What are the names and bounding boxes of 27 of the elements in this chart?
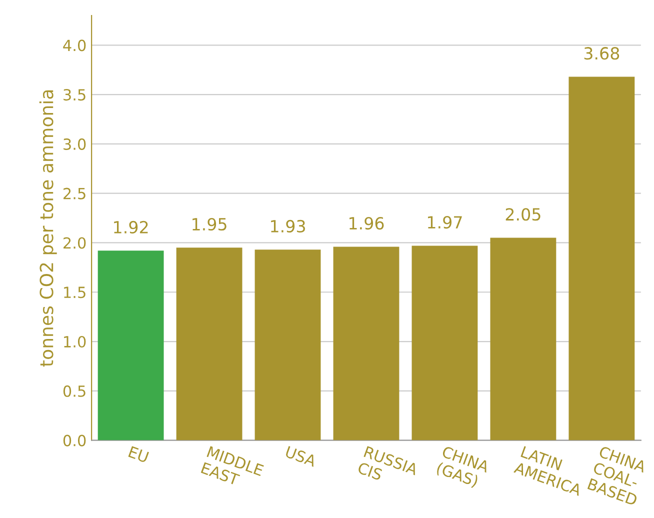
data-label: 1.92 xyxy=(114,220,148,234)
y-tick-label: 3.0 xyxy=(64,138,86,150)
y-tick-label: 0.5 xyxy=(63,385,86,397)
y-axis-title: tonnes CO2 per tone ammonia xyxy=(39,90,57,367)
y-tick-label: 1.5 xyxy=(64,286,86,298)
data-label: 1.97 xyxy=(428,216,462,229)
data-label: 3.68 xyxy=(584,47,620,60)
y-tick-label: 2.0 xyxy=(64,237,86,249)
x-tick-label: USA xyxy=(284,446,318,468)
y-tick-label: 4.0 xyxy=(63,40,86,52)
bar xyxy=(490,238,556,440)
bar xyxy=(568,76,635,440)
bar xyxy=(254,250,321,440)
y-tick-label: 0.0 xyxy=(63,434,86,446)
y-tick-label: 3.5 xyxy=(64,89,86,101)
data-label: 1.95 xyxy=(192,218,226,231)
bar xyxy=(333,246,400,440)
y-tick-label: 2.5 xyxy=(64,188,86,200)
x-tick-label: EU xyxy=(128,446,149,463)
bar xyxy=(412,246,478,440)
data-label: 1.93 xyxy=(271,220,305,233)
data-label: 1.96 xyxy=(350,216,384,230)
bar xyxy=(176,248,242,440)
data-label: 2.05 xyxy=(506,208,540,221)
bar xyxy=(98,250,164,440)
y-tick-label: 1.0 xyxy=(64,336,86,348)
x-tick-label: CHINA (GAS) xyxy=(435,446,490,489)
